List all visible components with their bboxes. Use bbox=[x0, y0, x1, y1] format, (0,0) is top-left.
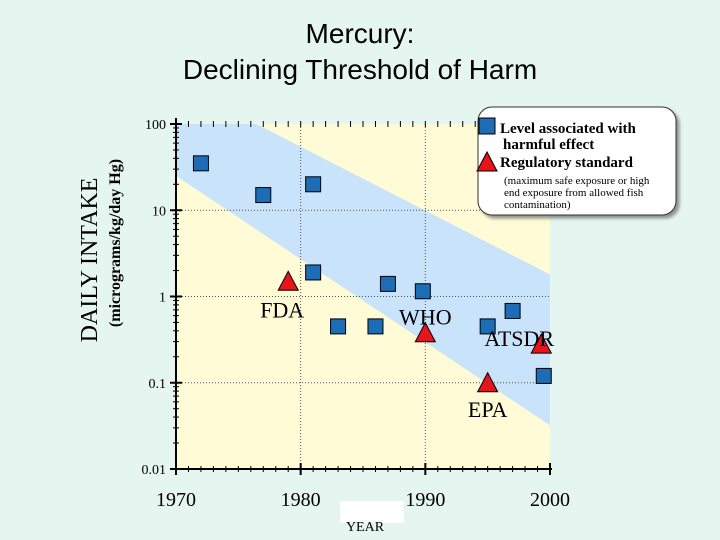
harmful-effect-point bbox=[379, 275, 396, 292]
harmful-effect-point bbox=[367, 318, 384, 335]
harmful-effect-point bbox=[504, 302, 521, 319]
harmful-effect-point bbox=[305, 264, 322, 281]
legend-triangle-marker bbox=[476, 150, 498, 172]
harmful-effect-point bbox=[330, 318, 347, 335]
regulatory-standard-point bbox=[277, 270, 300, 291]
x-axis-label-box bbox=[340, 501, 404, 523]
y-tick-label: 10 bbox=[152, 204, 166, 219]
legend-triangle-label: Regulatory standard bbox=[500, 155, 634, 171]
regulatory-standard-point bbox=[530, 333, 553, 354]
y-tick-label: 100 bbox=[145, 118, 166, 133]
legend: Level associated with harmful effect Reg… bbox=[476, 106, 677, 216]
point-label: FDA bbox=[260, 297, 304, 322]
y-tick-label: 0.01 bbox=[142, 463, 167, 478]
point-label: WHO bbox=[399, 305, 452, 330]
regulatory-standard-point bbox=[414, 321, 437, 343]
harmful-effect-point bbox=[192, 155, 209, 172]
harmful-effect-point bbox=[305, 176, 322, 193]
legend-square-label-2: harmful effect bbox=[503, 137, 594, 153]
point-label: EPA bbox=[468, 397, 508, 422]
chart-title: Mercury: Declining Threshold of Harm bbox=[0, 16, 720, 88]
x-axis-label: YEAR bbox=[346, 520, 385, 535]
legend-note-line-3: contamination) bbox=[504, 199, 571, 211]
harmful-effect-point bbox=[535, 367, 552, 384]
regulatory-standard-point bbox=[476, 371, 499, 393]
legend-note-line-1: (maximum safe exposure or high bbox=[504, 175, 650, 187]
legend-note-line-2: end exposure from allowed fish bbox=[504, 187, 644, 199]
legend-square-marker bbox=[478, 117, 496, 135]
harmful-effect-point bbox=[255, 187, 272, 204]
x-tick-label: 1980 bbox=[281, 489, 321, 511]
x-tick-label: 1990 bbox=[405, 489, 445, 511]
legend-square-label-1: Level associated with bbox=[500, 121, 636, 137]
legend-box bbox=[477, 106, 677, 216]
y-axis-label: DAILY INTAKE bbox=[77, 178, 103, 343]
y-tick-label: 0.1 bbox=[149, 377, 167, 392]
y-tick-label: 1 bbox=[159, 291, 166, 306]
grid-lines bbox=[176, 124, 550, 469]
harmful-effect-point bbox=[414, 283, 431, 300]
x-tick-label: 1970 bbox=[156, 489, 196, 511]
point-label: ATSDR bbox=[484, 326, 554, 351]
chart-title-line-2: Declining Threshold of Harm bbox=[182, 54, 538, 85]
x-tick-label: 2000 bbox=[530, 489, 570, 511]
harmful-effect-point bbox=[479, 318, 496, 335]
chart-title-line-1: Mercury: bbox=[305, 18, 415, 49]
axis-major-ticks bbox=[170, 123, 551, 475]
y-axis-units-label: (micrograms/kg/day Hg) bbox=[107, 159, 124, 327]
